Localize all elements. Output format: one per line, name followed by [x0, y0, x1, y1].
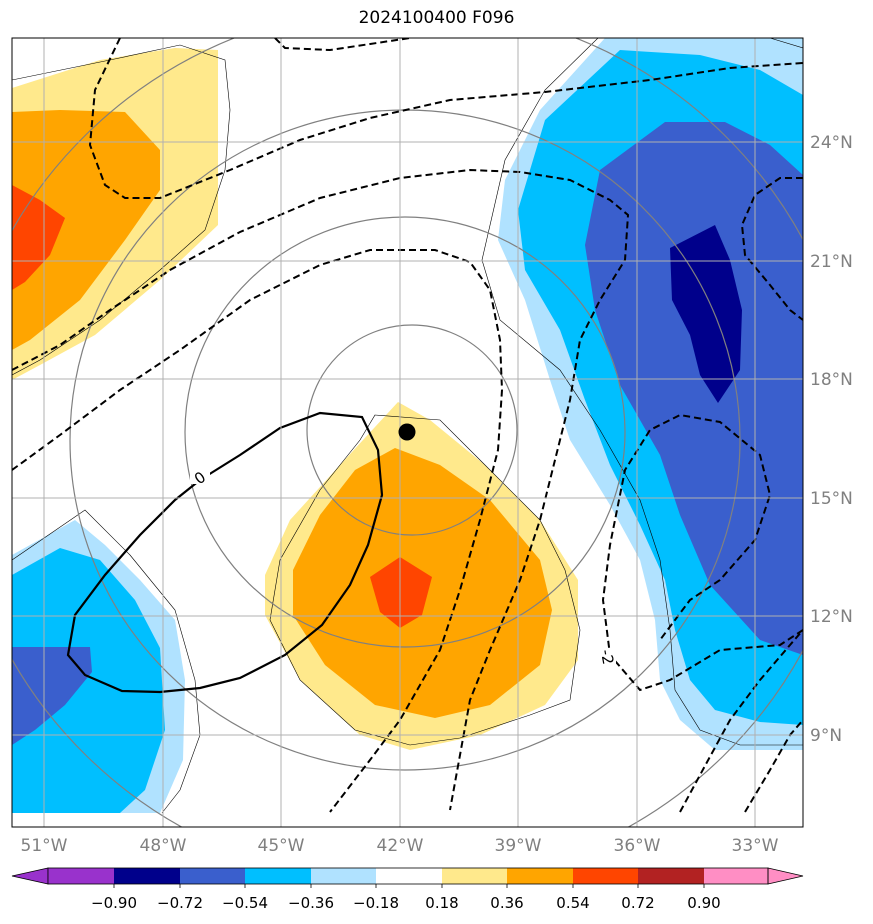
colorbar-tick-label: −0.90 [91, 894, 137, 912]
lon-label: 48°W [140, 836, 187, 856]
colorbar-segment [704, 868, 768, 884]
neg2-contour-label: -2 [597, 648, 617, 666]
colorbar-tick-label: 0.72 [621, 894, 654, 912]
lat-label: 12°N [810, 607, 853, 627]
dashed-contour-8 [744, 719, 803, 813]
thin-contour-center [269, 414, 581, 746]
colorbar-over-extension [767, 867, 804, 885]
thin-contour-east [481, 38, 803, 746]
lat-label: 9°N [810, 726, 842, 746]
lon-label: 42°W [377, 836, 424, 856]
gray-contour-ring-2 [184, 216, 626, 648]
colorbar-segment [442, 868, 507, 884]
lat-label: 21°N [810, 252, 853, 272]
colorbar-tick-labels: −0.90 −0.72 −0.54 −0.36 −0.18 0.18 0.36 … [91, 894, 721, 912]
colorbar-ticks [113, 884, 705, 888]
colorbar-segment [573, 868, 638, 884]
thin-contours [12, 38, 803, 814]
colorbar-tick-label: 0.90 [687, 894, 720, 912]
colorbar-frame [47, 867, 769, 885]
negative-region-east-core [670, 225, 742, 403]
thin-contour-nw [12, 44, 231, 376]
colorbar-tick-label: −0.54 [222, 894, 268, 912]
lon-labels: 51°W 48°W 45°W 42°W 39°W 36°W 33°W [21, 836, 779, 856]
lon-label: 33°W [732, 836, 779, 856]
dashed-contour-3 [12, 168, 630, 811]
colorbar-tick-label: 0.18 [425, 894, 458, 912]
positive-region-nw-strong [12, 185, 65, 290]
lon-label: 45°W [258, 836, 305, 856]
colorbar-segment [180, 868, 245, 884]
dashed-contour-5 [740, 177, 803, 321]
thin-contour-sw [12, 509, 201, 814]
lat-label: 24°N [810, 133, 853, 153]
colorbar: −0.90 −0.72 −0.54 −0.36 −0.18 0.18 0.36 … [11, 867, 804, 912]
dashed-contour-7 [679, 629, 803, 813]
negative-region-east-strong [585, 122, 803, 655]
colorbar-tick-label: 0.54 [556, 894, 589, 912]
negative-region-sw-strong [12, 647, 92, 745]
colorbar-segment [376, 868, 442, 884]
storm-center-marker [398, 423, 416, 441]
colorbar-segment [48, 868, 114, 884]
colorbar-tick-label: −0.18 [353, 894, 399, 912]
lat-labels: 24°N 21°N 18°N 15°N 12°N 9°N [810, 133, 853, 746]
lon-label: 51°W [21, 836, 68, 856]
gridlines [12, 38, 803, 827]
thin-contour-east-top [769, 38, 803, 49]
colorbar-segment [507, 868, 573, 884]
dashed-contour-4 [12, 249, 504, 813]
gray-contour-ring-1 [306, 324, 518, 536]
dashed-contour-2 [88, 38, 803, 199]
colorbar-segment [311, 868, 376, 884]
colorbar-tick-label: 0.36 [490, 894, 523, 912]
map-title: 2024100400 F096 [358, 8, 515, 28]
map-frame [11, 37, 804, 828]
lon-label: 36°W [614, 836, 661, 856]
colorbar-tick-label: −0.36 [288, 894, 334, 912]
positive-region-center-strong [370, 557, 432, 628]
zero-contour-label-bg [190, 468, 210, 484]
zero-contour [66, 411, 384, 694]
colorbar-segment [114, 868, 180, 884]
map-plot: 0 -2 [12, 38, 803, 827]
lat-label: 15°N [810, 489, 853, 509]
lat-label: 18°N [810, 370, 853, 390]
lon-label: 39°W [495, 836, 542, 856]
dashed-contour-1 [274, 38, 411, 52]
negative-region-sw-mid [12, 548, 165, 813]
neg2-contour-label-bg [598, 648, 616, 664]
colorbar-tick-label: −0.72 [157, 894, 203, 912]
colorbar-segment [638, 868, 704, 884]
colorbar-under-extension [11, 867, 49, 885]
positive-region-nw-mid [12, 110, 160, 350]
colorbar-segment [245, 868, 311, 884]
